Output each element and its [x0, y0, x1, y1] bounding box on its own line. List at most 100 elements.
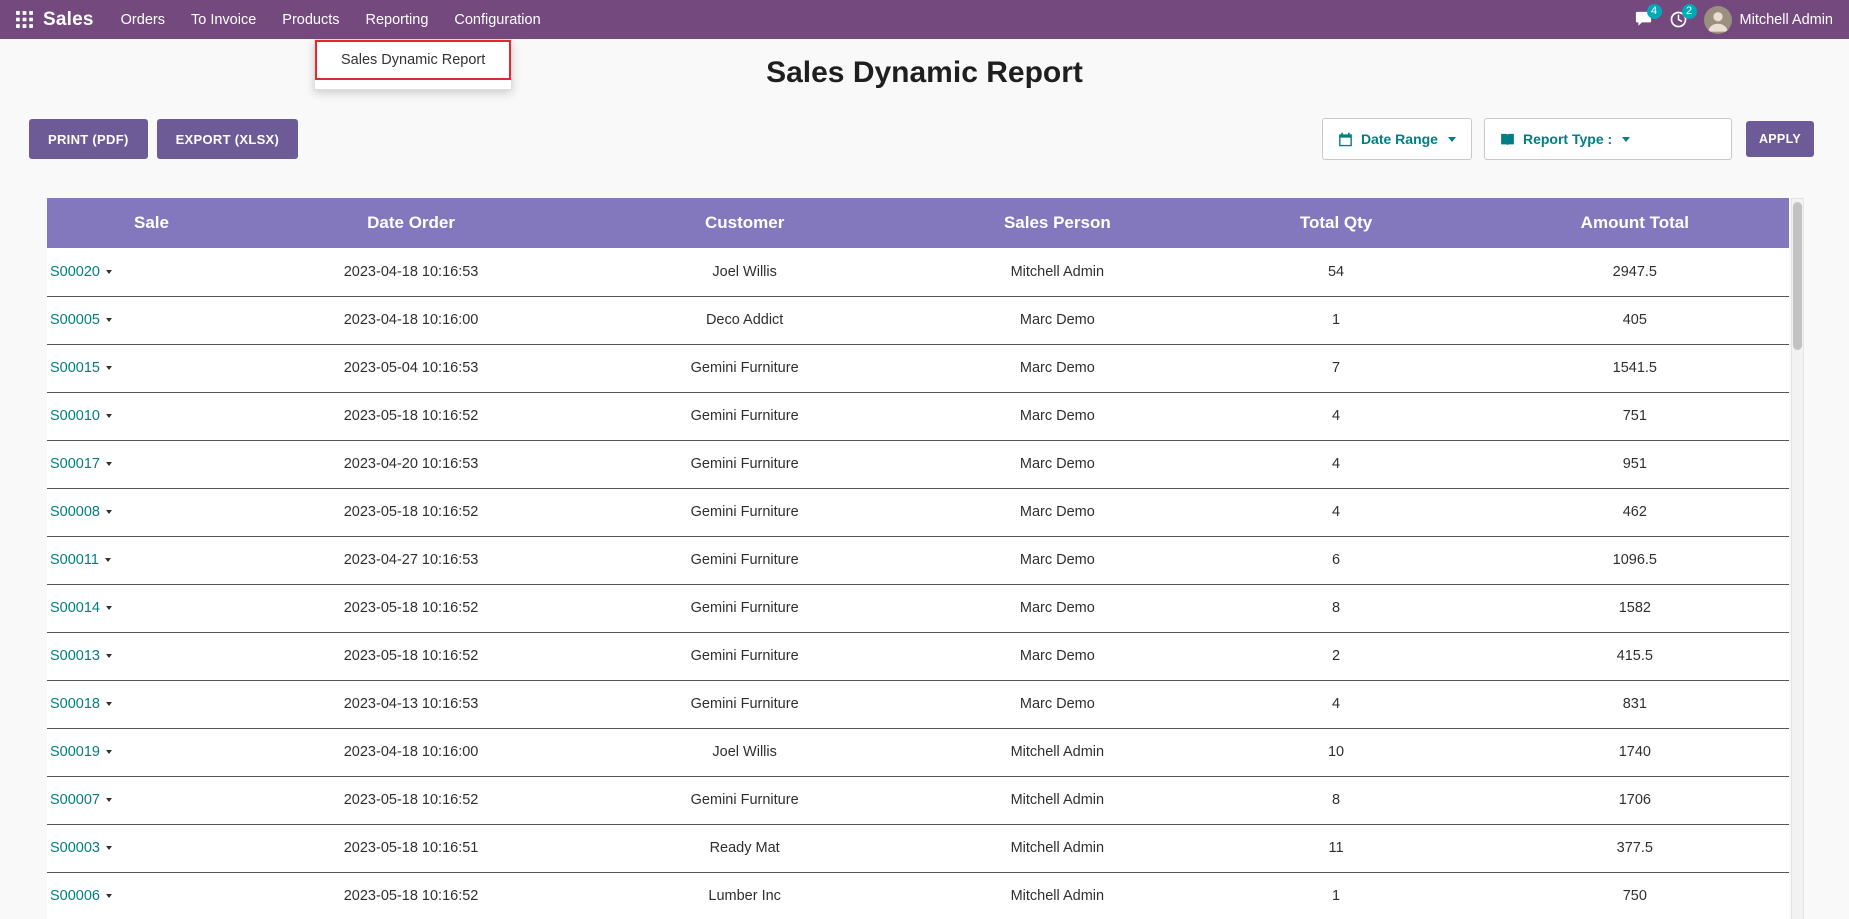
page-title: Sales Dynamic Report — [766, 56, 1083, 89]
sale-order-link[interactable]: S00007 — [50, 792, 112, 808]
sales-person-cell: Mitchell Admin — [923, 776, 1192, 825]
report-table: Sale Date Order Customer Sales Person Total … — [47, 198, 1789, 919]
sale-order-link[interactable]: S00008 — [50, 504, 112, 520]
sale-cell: S00014 — [47, 584, 257, 633]
sale-order-link[interactable]: S00015 — [50, 360, 112, 376]
sale-order-link[interactable]: S00018 — [50, 696, 112, 712]
sale-order-link[interactable]: S00005 — [50, 312, 112, 328]
customer-cell: Gemini Furniture — [566, 344, 924, 393]
sales-person-cell: Mitchell Admin — [923, 872, 1192, 919]
sale-order-link[interactable]: S00020 — [50, 264, 112, 280]
sale-cell: S00005 — [47, 296, 257, 345]
total-qty-cell: 54 — [1191, 248, 1481, 297]
amount-total-cell: 377.5 — [1480, 824, 1789, 873]
sale-order-link[interactable]: S00003 — [50, 840, 112, 856]
col-header-sale: Sale — [47, 198, 257, 248]
date-range-label: Date Range — [1360, 131, 1438, 147]
report-type-label: Report Type : — [1522, 131, 1613, 147]
amount-total-cell: 750 — [1480, 872, 1789, 919]
top-navbar: Sales Orders To Invoice Products Reporting C… — [0, 0, 1849, 39]
apply-button[interactable]: APPLY — [1745, 121, 1814, 157]
export-xlsx-button[interactable]: EXPORT (XLSX) — [156, 119, 299, 159]
chat-icon — [1635, 11, 1651, 26]
total-qty-cell: 4 — [1191, 488, 1481, 537]
sales-person-cell: Marc Demo — [923, 584, 1192, 633]
date-order-cell: 2023-04-27 10:16:53 — [256, 536, 567, 585]
nav-item-reporting[interactable]: Reporting — [365, 11, 429, 28]
nav-item-orders[interactable]: Orders — [120, 11, 165, 28]
user-avatar — [1703, 5, 1732, 34]
toolbar: PRINT (PDF) EXPORT (XLSX) Date Range Rep… — [29, 118, 1814, 160]
sale-cell: S00007 — [47, 776, 257, 825]
chevron-down-icon — [104, 558, 111, 562]
user-menu[interactable]: Mitchell Admin — [1703, 5, 1833, 34]
nav-item-products[interactable]: Products — [282, 11, 340, 28]
sales-person-cell: Mitchell Admin — [923, 728, 1192, 777]
customer-cell: Gemini Furniture — [566, 488, 924, 537]
sales-person-cell: Marc Demo — [923, 488, 1192, 537]
date-order-cell: 2023-05-18 10:16:52 — [256, 488, 567, 537]
total-qty-cell: 8 — [1191, 584, 1481, 633]
amount-total-cell: 751 — [1480, 392, 1789, 441]
app-brand[interactable]: Sales — [43, 8, 94, 30]
activities-button[interactable]: 2 — [1669, 4, 1697, 29]
sales-person-cell: Mitchell Admin — [923, 824, 1192, 873]
amount-total-cell: 415.5 — [1480, 632, 1789, 681]
amount-total-cell: 1541.5 — [1480, 344, 1789, 393]
sale-order-link[interactable]: S00014 — [50, 600, 112, 616]
date-order-cell: 2023-05-18 10:16:52 — [256, 776, 567, 825]
chevron-down-icon — [1447, 136, 1456, 142]
chevron-down-icon — [106, 606, 112, 610]
chevron-down-icon — [106, 798, 112, 802]
chevron-down-icon — [106, 366, 112, 370]
total-qty-cell: 8 — [1191, 776, 1481, 825]
chevron-down-icon — [106, 702, 112, 706]
sale-order-link[interactable]: S00006 — [50, 888, 112, 904]
report-table-container: Sale Date Order Customer Sales Person Total … — [47, 198, 1804, 919]
nav-item-to-invoice[interactable]: To Invoice — [190, 11, 257, 28]
total-qty-cell: 1 — [1191, 296, 1481, 345]
table-row: S00005 2023-04-18 10:16:00 Deco Addict Marc… — [47, 296, 1789, 345]
table-row: S00011 2023-04-27 10:16:53 Gemini Furnitur… — [47, 536, 1789, 585]
nav-item-configuration[interactable]: Configuration — [454, 11, 541, 28]
sale-cell: S00019 — [47, 728, 257, 777]
sale-order-link[interactable]: S00019 — [50, 744, 112, 760]
report-icon — [1501, 133, 1514, 145]
clock-icon — [1670, 11, 1686, 28]
scrollbar-thumb[interactable] — [1793, 202, 1802, 350]
date-order-cell: 2023-05-04 10:16:53 — [256, 344, 567, 393]
activities-badge: 2 — [1681, 4, 1697, 19]
sales-person-cell: Marc Demo — [923, 296, 1192, 345]
vertical-scrollbar[interactable] — [1791, 198, 1804, 919]
total-qty-cell: 10 — [1191, 728, 1481, 777]
customer-cell: Joel Willis — [566, 248, 924, 297]
date-range-dropdown[interactable]: Date Range — [1321, 118, 1472, 160]
apps-grid-icon[interactable] — [16, 11, 33, 28]
total-qty-cell: 11 — [1191, 824, 1481, 873]
total-qty-cell: 7 — [1191, 344, 1481, 393]
customer-cell: Gemini Furniture — [566, 776, 924, 825]
report-type-dropdown[interactable]: Report Type : — [1483, 118, 1732, 160]
dropdown-item-sales-dynamic-report[interactable]: Sales Dynamic Report — [315, 40, 512, 80]
navbar-menu: Orders To Invoice Products Reporting Configu… — [108, 0, 554, 39]
table-row: S00003 2023-05-18 10:16:51 Ready Mat Mitche… — [47, 824, 1789, 873]
messages-button[interactable]: 4 — [1634, 4, 1662, 29]
date-order-cell: 2023-05-18 10:16:51 — [256, 824, 567, 873]
sales-person-cell: Marc Demo — [923, 344, 1192, 393]
amount-total-cell: 2947.5 — [1480, 248, 1789, 297]
print-pdf-button[interactable]: PRINT (PDF) — [29, 119, 148, 159]
sale-order-link[interactable]: S00011 — [50, 552, 111, 568]
sale-order-link[interactable]: S00017 — [50, 456, 112, 472]
navbar-right: 4 2 Mitchell Admin — [1634, 4, 1833, 34]
table-header-row: Sale Date Order Customer Sales Person Total … — [47, 198, 1789, 248]
total-qty-cell: 4 — [1191, 440, 1481, 489]
chevron-down-icon — [106, 462, 112, 466]
sale-order-link[interactable]: S00010 — [50, 408, 112, 424]
sale-cell: S00015 — [47, 344, 257, 393]
sale-cell: S00018 — [47, 680, 257, 729]
customer-cell: Deco Addict — [566, 296, 924, 345]
sale-cell: S00003 — [47, 824, 257, 873]
sale-cell: S00006 — [47, 872, 257, 919]
sale-order-link[interactable]: S00013 — [50, 648, 112, 664]
